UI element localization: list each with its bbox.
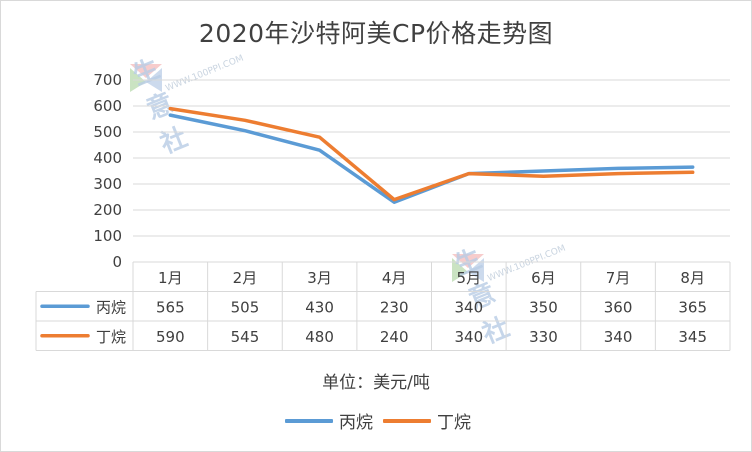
x-tick-label: 7月 — [606, 269, 631, 287]
data-label: 430 — [305, 298, 334, 316]
data-label: 230 — [380, 298, 409, 316]
data-label: 340 — [454, 298, 483, 316]
table-series-label: 丁烷 — [96, 328, 126, 346]
data-label: 240 — [380, 328, 409, 346]
y-axis-ticks: 0 100 200 300 400 500 600 700 — [93, 71, 122, 271]
data-label: 340 — [454, 328, 483, 346]
legend-label: 丁烷 — [437, 413, 471, 433]
x-tick-label: 4月 — [382, 269, 407, 287]
y-tick-label: 500 — [93, 123, 122, 141]
data-label: 340 — [604, 328, 633, 346]
data-label: 360 — [604, 298, 633, 316]
data-label: 365 — [678, 298, 707, 316]
legend: 丙烷 丁烷 — [285, 408, 481, 433]
table-series-label: 丙烷 — [96, 298, 126, 316]
x-tick-label: 6月 — [531, 269, 556, 287]
data-label: 350 — [529, 298, 558, 316]
y-tick-label: 700 — [93, 71, 122, 89]
x-tick-label: 2月 — [233, 269, 258, 287]
series-lines — [168, 106, 695, 204]
y-tick-label: 400 — [93, 149, 122, 167]
series-line — [168, 113, 695, 204]
legend-item: 丁烷 — [383, 408, 471, 433]
y-tick-label: 300 — [93, 175, 122, 193]
y-tick-label: 100 — [93, 227, 122, 245]
data-label: 590 — [156, 328, 185, 346]
y-tick-label: 0 — [112, 253, 122, 271]
data-label: 505 — [231, 298, 260, 316]
x-tick-label: 8月 — [680, 269, 705, 287]
gridlines — [133, 79, 730, 237]
legend-label: 丙烷 — [339, 413, 373, 433]
data-label: 345 — [678, 328, 707, 346]
y-tick-label: 200 — [93, 201, 122, 219]
unit-note: 单位：美元/吨 — [322, 373, 430, 393]
data-label: 565 — [156, 298, 185, 316]
x-tick-label: 1月 — [158, 269, 183, 287]
x-tick-label: 3月 — [307, 269, 332, 287]
series-line — [168, 106, 695, 202]
legend-swatch — [285, 418, 333, 423]
y-tick-label: 600 — [93, 97, 122, 115]
data-label: 330 — [529, 328, 558, 346]
chart-title: 2020年沙特阿美CP价格走势图 — [198, 19, 554, 48]
legend-item: 丙烷 — [285, 408, 373, 433]
data-label: 480 — [305, 328, 334, 346]
legend-swatch — [383, 418, 431, 423]
data-label: 545 — [231, 328, 260, 346]
x-tick-label: 5月 — [457, 269, 482, 287]
